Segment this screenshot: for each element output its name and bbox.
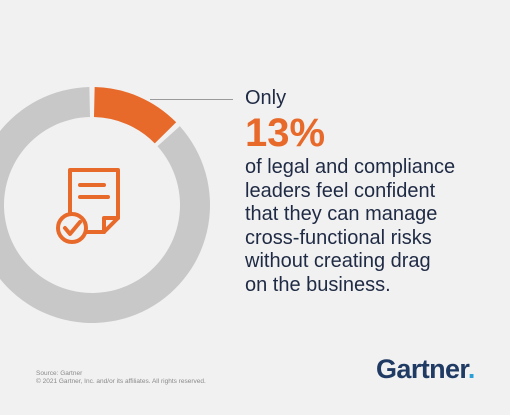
callout: Only 13% of legal and compliance leaders…	[245, 86, 507, 297]
logo-wordmark: Gartner	[376, 354, 468, 384]
donut-chart	[0, 87, 210, 323]
donut-slice-not-confident	[0, 87, 210, 323]
gartner-logo: Gartner.	[376, 354, 475, 385]
copyright-text: © 2021 Gartner, Inc. and/or its affiliat…	[36, 378, 206, 385]
statement-line: of legal and compliance	[245, 156, 456, 178]
statement-line: without creating drag	[245, 250, 431, 272]
stat-value: 13%	[245, 111, 326, 155]
statement-line: that they can manage	[245, 203, 438, 225]
footer: Source: Gartner © 2021 Gartner, Inc. and…	[36, 370, 206, 386]
source-text: Source: Gartner	[36, 370, 83, 377]
leader-line	[150, 99, 233, 100]
donut-slice-confident	[93, 87, 177, 144]
document-check-icon	[56, 168, 120, 244]
statement: of legal and compliance leaders feel con…	[245, 156, 507, 297]
logo-dot: .	[467, 354, 475, 384]
statement-line: leaders feel confident	[245, 179, 436, 202]
statement-line: cross-functional risks	[245, 226, 432, 249]
lead-in-text: Only	[245, 87, 287, 109]
statement-line: on the business.	[245, 273, 391, 296]
